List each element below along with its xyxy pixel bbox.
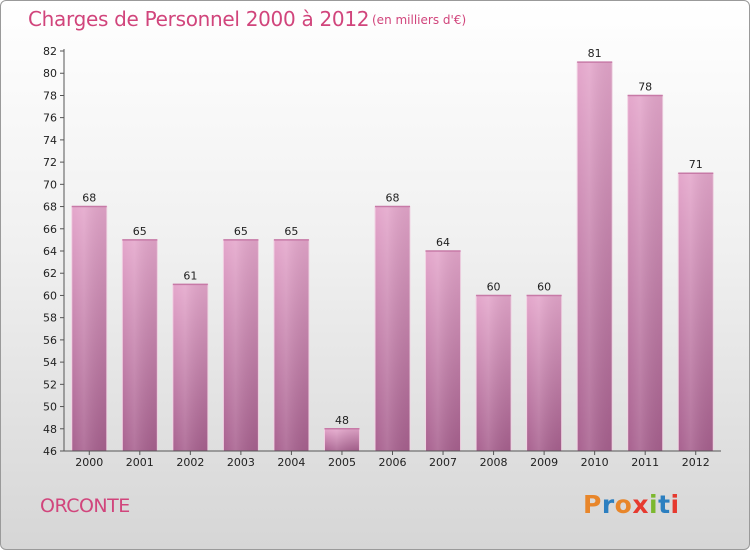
x-tick-label: 2000 (75, 456, 103, 469)
x-tick-label: 2012 (682, 456, 710, 469)
bar-shine (223, 239, 259, 451)
x-tick-label: 2006 (379, 456, 407, 469)
bar-shine (627, 95, 663, 451)
y-tick-label: 78 (43, 89, 57, 102)
y-tick-label: 74 (43, 134, 57, 147)
bar-shine (526, 295, 562, 451)
y-tick-label: 80 (43, 67, 57, 80)
bar-value-label: 71 (689, 158, 703, 171)
bar-value-label: 60 (487, 280, 501, 293)
logo-letter: i (649, 490, 659, 519)
bar-shine (678, 173, 714, 451)
bar-value-label: 65 (133, 225, 147, 238)
bars: 68 65 61 65 65 48 68 64 60 60 81 78 71 (71, 47, 714, 452)
bar-shine (273, 239, 309, 451)
proxiti-logo[interactable]: Proxiti (583, 490, 680, 519)
bar-shine (577, 62, 613, 451)
bar-value-label: 78 (638, 80, 652, 93)
y-tick-label: 46 (43, 445, 57, 458)
y-tick-label: 62 (43, 267, 57, 280)
x-tick-label: 2011 (631, 456, 659, 469)
y-tick-label: 66 (43, 223, 57, 236)
y-tick-label: 56 (43, 334, 57, 347)
y-axis: 46 48 50 52 54 56 58 60 62 64 66 68 70 72 74 76 78 80 82 (43, 45, 65, 458)
bar-shine (172, 284, 208, 451)
y-tick-label: 72 (43, 156, 57, 169)
logo-letter: o (614, 490, 633, 519)
y-tick-label: 82 (43, 45, 57, 58)
bar-value-label: 81 (588, 47, 602, 60)
bar-shine (71, 206, 107, 451)
bar-value-label: 61 (183, 269, 197, 282)
x-tick-label: 2007 (429, 456, 457, 469)
logo-letter: x (632, 490, 649, 519)
chart-subtitle: (en milliers d'€) (372, 13, 467, 27)
x-tick-label: 2010 (581, 456, 609, 469)
y-tick-label: 76 (43, 112, 57, 125)
bar-shine (324, 428, 360, 451)
bar-value-label: 64 (436, 236, 450, 249)
bar-shine (476, 295, 512, 451)
bar-value-label: 65 (234, 225, 248, 238)
x-tick-label: 2003 (227, 456, 255, 469)
y-tick-label: 50 (43, 401, 57, 414)
y-tick-label: 70 (43, 178, 57, 191)
bar-shine (122, 239, 158, 451)
bar-value-label: 65 (284, 225, 298, 238)
bar-value-label: 48 (335, 414, 349, 427)
x-axis: 2000 2001 2002 2003 2004 2005 2006 2007 2008 2009… (64, 450, 721, 469)
x-tick-label: 2001 (126, 456, 154, 469)
logo-letter: r (601, 490, 615, 519)
commune-name: ORCONTE (40, 495, 130, 517)
y-tick-label: 60 (43, 289, 57, 302)
logo-letter: P (583, 490, 602, 519)
x-tick-label: 2002 (176, 456, 204, 469)
bar-shine (425, 251, 461, 451)
y-tick-label: 58 (43, 312, 57, 325)
logo-letter: t (658, 490, 671, 519)
x-tick-label: 2005 (328, 456, 356, 469)
bar-value-label: 68 (386, 192, 400, 205)
bar-value-label: 68 (82, 192, 96, 205)
x-tick-label: 2004 (277, 456, 305, 469)
logo-letter: i (670, 490, 680, 519)
bar-shine (375, 206, 410, 451)
y-tick-label: 48 (43, 423, 57, 436)
x-tick-label: 2008 (480, 456, 508, 469)
bar-value-label: 60 (537, 280, 551, 293)
y-tick-label: 54 (43, 356, 57, 369)
chart-title: Charges de Personnel 2000 à 2012 (28, 7, 370, 31)
y-tick-label: 64 (43, 245, 57, 258)
x-tick-label: 2009 (530, 456, 558, 469)
y-tick-label: 68 (43, 201, 57, 214)
y-tick-label: 52 (43, 378, 57, 391)
